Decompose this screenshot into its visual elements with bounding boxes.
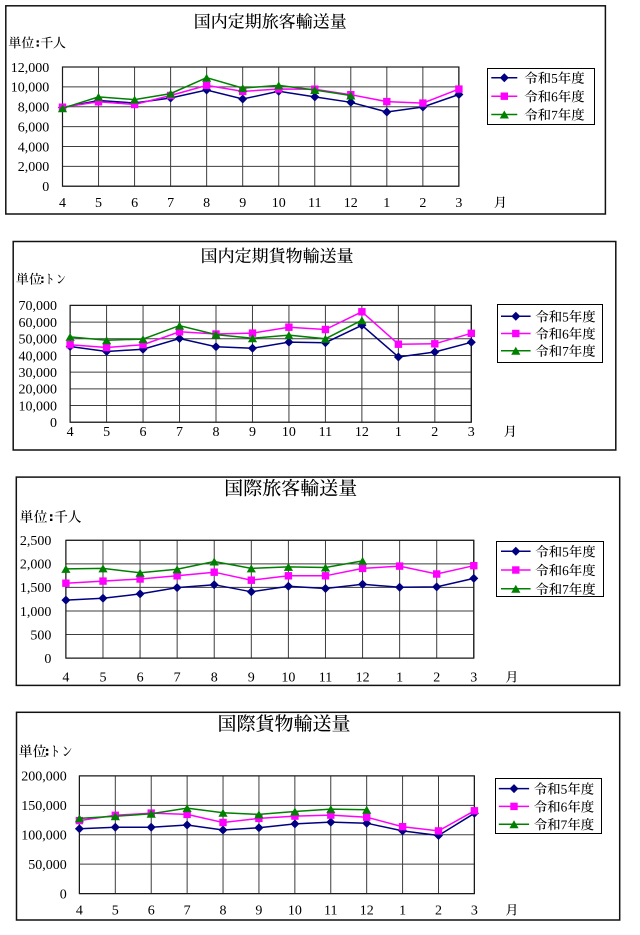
svg-text:0: 0	[42, 180, 49, 195]
svg-text:8: 8	[213, 425, 220, 440]
svg-text:6: 6	[148, 903, 155, 918]
svg-text:50,000: 50,000	[28, 858, 67, 873]
svg-text:7: 7	[184, 903, 191, 918]
svg-text:1,000: 1,000	[20, 605, 52, 620]
svg-text:5: 5	[112, 903, 119, 918]
svg-text:12,000: 12,000	[11, 61, 50, 76]
svg-text:60,000: 60,000	[19, 316, 58, 331]
svg-text:1: 1	[383, 196, 390, 211]
svg-text:200,000: 200,000	[21, 770, 67, 785]
svg-text:1: 1	[396, 670, 403, 685]
svg-text:8: 8	[211, 670, 218, 685]
svg-text:20,000: 20,000	[19, 383, 58, 398]
svg-text:5: 5	[95, 196, 102, 211]
svg-text:9: 9	[249, 425, 256, 440]
svg-text:9: 9	[248, 670, 255, 685]
svg-text:3: 3	[470, 670, 477, 685]
svg-text:100,000: 100,000	[21, 829, 67, 844]
svg-text:11: 11	[308, 196, 321, 211]
svg-text:50,000: 50,000	[19, 333, 58, 348]
svg-text:3: 3	[471, 903, 478, 918]
svg-text:12: 12	[360, 903, 374, 918]
svg-text:7: 7	[174, 670, 181, 685]
svg-text:9: 9	[255, 903, 262, 918]
svg-text:70,000: 70,000	[19, 299, 58, 314]
svg-text:7: 7	[176, 425, 183, 440]
svg-text:1: 1	[399, 903, 406, 918]
svg-text:6: 6	[140, 425, 147, 440]
svg-text:8,000: 8,000	[18, 101, 50, 116]
svg-text:4: 4	[62, 670, 69, 685]
svg-text:30,000: 30,000	[19, 366, 58, 381]
svg-text:2: 2	[431, 425, 438, 440]
svg-text:11: 11	[324, 903, 337, 918]
svg-text:8: 8	[203, 196, 210, 211]
svg-text:12: 12	[355, 425, 369, 440]
svg-text:3: 3	[455, 196, 462, 211]
svg-text:2,000: 2,000	[20, 558, 52, 573]
svg-text:4: 4	[67, 425, 74, 440]
svg-text:1,500: 1,500	[20, 581, 52, 596]
svg-text:8: 8	[220, 903, 227, 918]
svg-text:11: 11	[319, 670, 332, 685]
svg-text:10: 10	[282, 425, 296, 440]
svg-text:150,000: 150,000	[21, 799, 67, 814]
svg-text:6,000: 6,000	[18, 120, 50, 135]
svg-text:7: 7	[167, 196, 174, 211]
svg-text:10,000: 10,000	[11, 81, 50, 96]
svg-text:4: 4	[59, 196, 66, 211]
svg-text:0: 0	[50, 416, 57, 431]
svg-text:10: 10	[281, 670, 295, 685]
svg-text:5: 5	[100, 670, 107, 685]
svg-text:12: 12	[344, 196, 358, 211]
svg-text:10,000: 10,000	[19, 399, 58, 414]
svg-text:10: 10	[288, 903, 302, 918]
svg-text:2,000: 2,000	[18, 160, 50, 175]
svg-text:10: 10	[272, 196, 286, 211]
svg-text:1: 1	[395, 425, 402, 440]
svg-text:9: 9	[239, 196, 246, 211]
svg-text:2,500: 2,500	[20, 534, 52, 549]
svg-text:4,000: 4,000	[18, 140, 50, 155]
svg-text:6: 6	[137, 670, 144, 685]
svg-text:3: 3	[468, 425, 475, 440]
svg-text:6: 6	[131, 196, 138, 211]
svg-text:2: 2	[433, 670, 440, 685]
svg-text:0: 0	[60, 887, 67, 902]
svg-text:5: 5	[103, 425, 110, 440]
svg-text:40,000: 40,000	[19, 349, 58, 364]
svg-text:500: 500	[30, 628, 51, 643]
svg-text:4: 4	[76, 903, 83, 918]
svg-text:0: 0	[44, 652, 51, 667]
svg-text:2: 2	[435, 903, 442, 918]
svg-text:12: 12	[356, 670, 370, 685]
svg-text:11: 11	[319, 425, 332, 440]
svg-text:2: 2	[419, 196, 426, 211]
